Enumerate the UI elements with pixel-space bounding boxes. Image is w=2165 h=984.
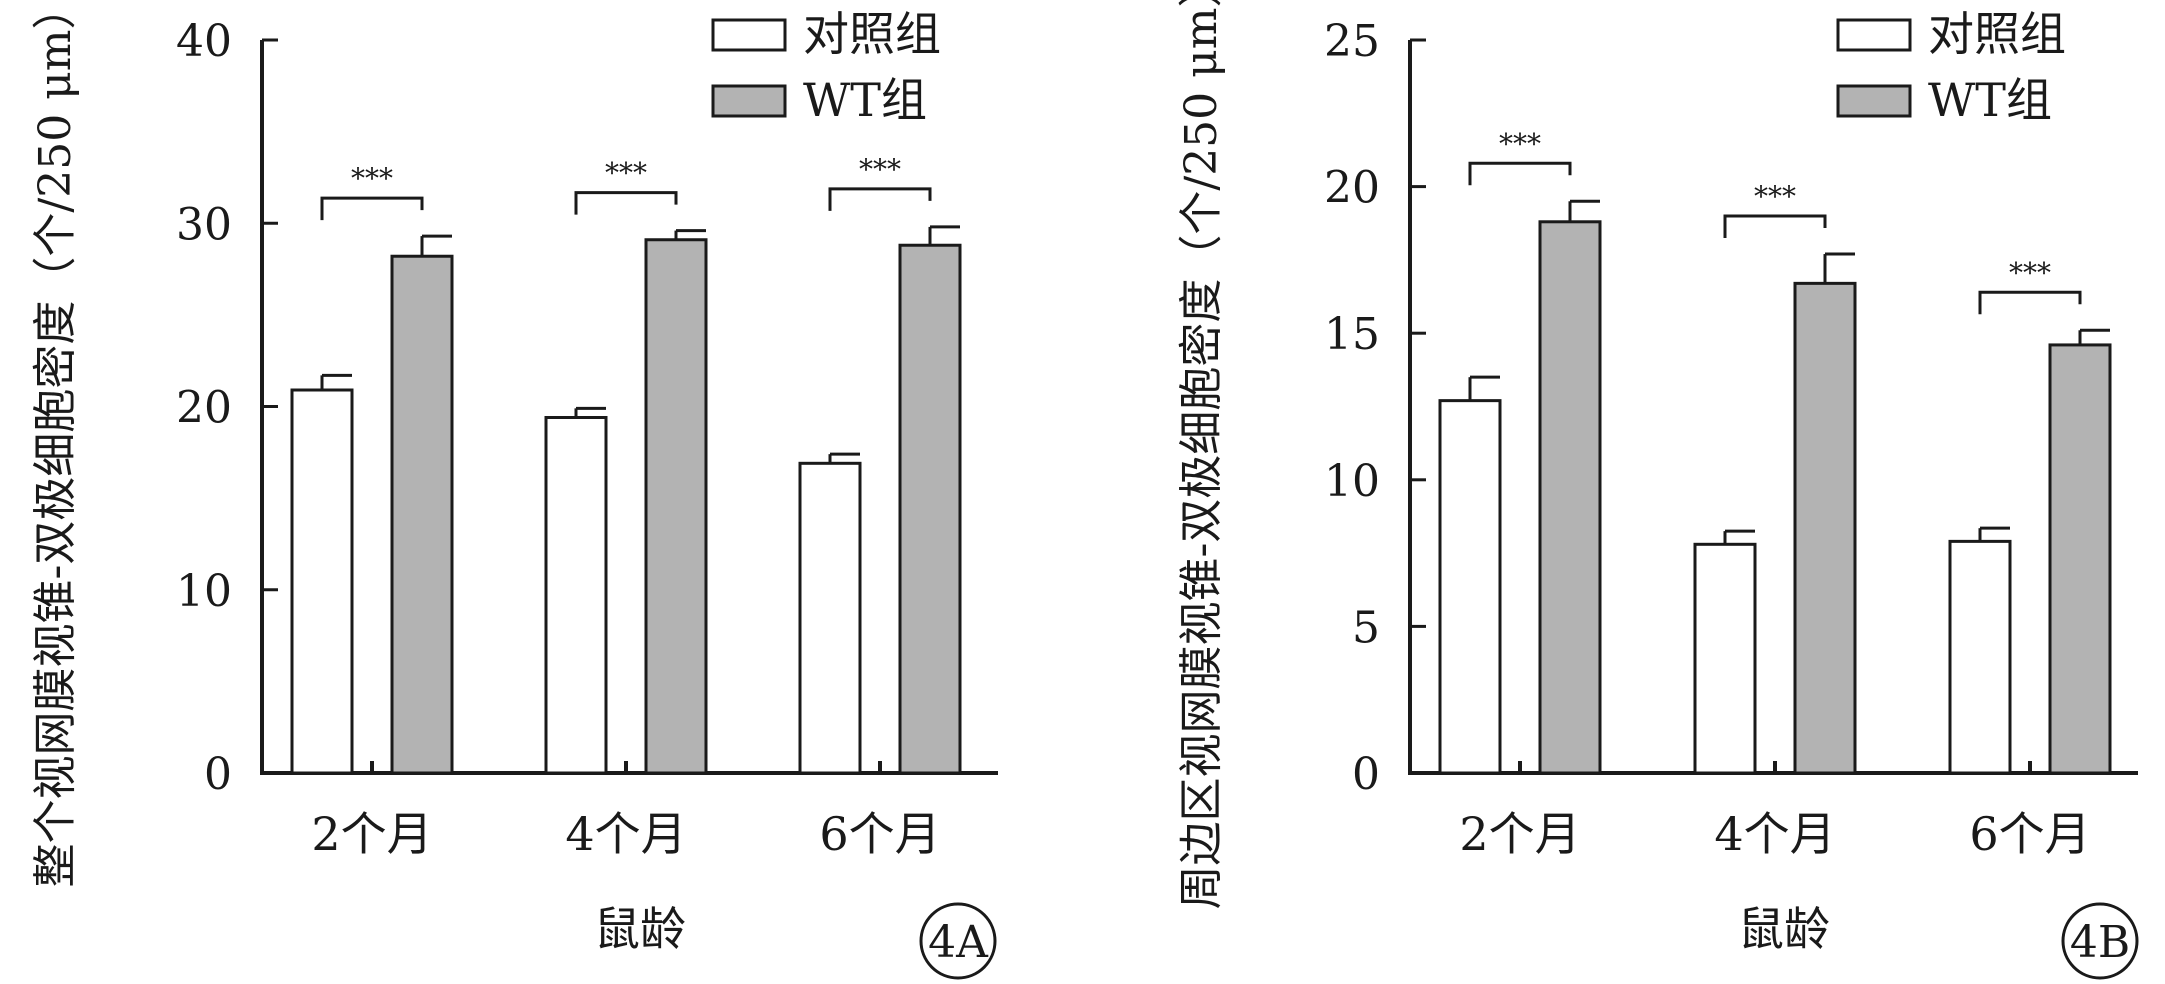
x-tick-label: 6个月	[819, 807, 940, 861]
significance-label: ***	[2009, 256, 2051, 289]
significance-label: ***	[859, 153, 901, 186]
bar	[644, 238, 708, 775]
y-tick-label: 30	[176, 199, 232, 250]
bar	[1438, 399, 1502, 775]
significance-label: ***	[1754, 180, 1796, 213]
panel-label-circle	[919, 902, 997, 980]
y-tick-label: 0	[1352, 749, 1380, 800]
bar	[1538, 220, 1602, 775]
legend-swatch	[1836, 84, 1912, 118]
significance-bracket	[1978, 290, 2082, 315]
bar	[390, 254, 454, 775]
panel-label-circle	[2061, 902, 2139, 980]
y-tick-label: 40	[176, 16, 232, 67]
panel-label: 4A	[928, 917, 989, 968]
x-tick-label: 2个月	[311, 807, 432, 861]
bar	[1793, 281, 1857, 775]
bar	[798, 461, 862, 775]
legend-label: WT组	[1928, 73, 2052, 127]
significance-bracket	[828, 187, 932, 211]
significance-bracket	[1723, 214, 1827, 239]
legend-swatch	[711, 18, 787, 52]
y-tick-label: 15	[1324, 309, 1380, 360]
y-axis-label: 周边区视网膜视锥-双极细胞密度（个/250 μm）	[1176, 0, 1227, 909]
x-tick-label: 4个月	[565, 807, 686, 861]
significance-bracket	[574, 191, 678, 215]
y-axis-label: 整个视网膜视锥-双极细胞密度（个/250 μm）	[30, 0, 81, 887]
bar	[1948, 539, 2012, 775]
bar	[544, 415, 608, 775]
x-tick-label: 4个月	[1714, 807, 1835, 861]
legend-swatch	[711, 84, 787, 118]
significance-bracket	[320, 196, 424, 221]
bar	[1693, 542, 1757, 775]
significance-bracket	[1468, 161, 1572, 186]
legend-label: 对照组	[803, 7, 941, 61]
x-tick-label: 6个月	[1969, 807, 2090, 861]
y-tick-label: 0	[204, 749, 232, 800]
chart-panel-4a: 0 10 20 30 40 整个视网膜视锥-双极细胞密度（个/250 μm） 2个月 *** 4…	[30, 0, 998, 980]
x-tick-label: 2个月	[1459, 807, 1580, 861]
x-axis-label: 鼠龄	[1738, 902, 1830, 956]
bar	[898, 243, 962, 775]
significance-label: ***	[1499, 127, 1541, 160]
y-tick-label: 20	[176, 383, 232, 434]
legend-label: 对照组	[1928, 7, 2066, 61]
y-tick-label: 20	[1324, 163, 1380, 214]
chart-panel-4b: 0 5 10 15 20 25 周边区视网膜视锥-双极细胞密度（个/250 μm） 2个月 **…	[1176, 0, 2139, 980]
y-tick-label: 5	[1352, 602, 1380, 653]
significance-label: ***	[605, 157, 647, 190]
panel-label: 4B	[2070, 917, 2130, 968]
significance-label: ***	[351, 162, 393, 195]
bar	[2048, 343, 2112, 775]
x-axis-label: 鼠龄	[594, 902, 686, 956]
y-tick-label: 10	[1324, 456, 1380, 507]
bar	[290, 388, 354, 775]
y-tick-label: 10	[176, 566, 232, 617]
y-tick-label: 25	[1324, 16, 1380, 67]
legend-label: WT组	[803, 73, 927, 127]
legend-swatch	[1836, 18, 1912, 52]
